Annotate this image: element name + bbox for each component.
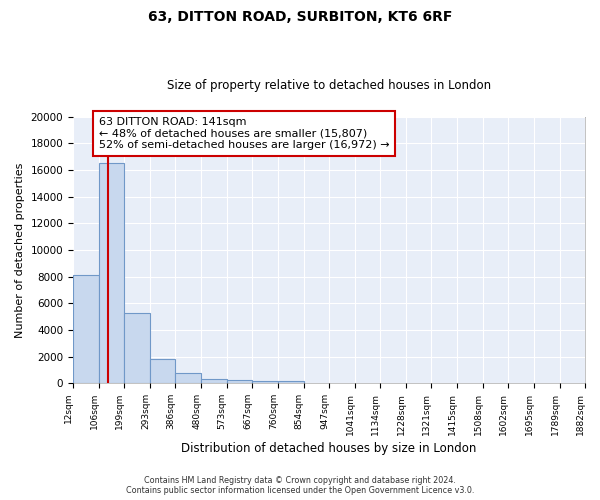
Text: 63 DITTON ROAD: 141sqm
← 48% of detached houses are smaller (15,807)
52% of semi: 63 DITTON ROAD: 141sqm ← 48% of detached… — [99, 117, 389, 150]
Y-axis label: Number of detached properties: Number of detached properties — [15, 162, 25, 338]
Bar — [124, 312, 150, 383]
Text: Contains HM Land Registry data © Crown copyright and database right 2024.
Contai: Contains HM Land Registry data © Crown c… — [126, 476, 474, 495]
Bar — [99, 164, 124, 383]
Bar — [278, 381, 304, 383]
Bar — [73, 276, 99, 383]
Bar — [201, 379, 227, 383]
Title: Size of property relative to detached houses in London: Size of property relative to detached ho… — [167, 79, 491, 92]
Text: 63, DITTON ROAD, SURBITON, KT6 6RF: 63, DITTON ROAD, SURBITON, KT6 6RF — [148, 10, 452, 24]
X-axis label: Distribution of detached houses by size in London: Distribution of detached houses by size … — [181, 442, 477, 455]
Bar — [150, 358, 175, 383]
Bar — [253, 380, 278, 383]
Bar — [227, 380, 253, 383]
Bar — [175, 373, 201, 383]
